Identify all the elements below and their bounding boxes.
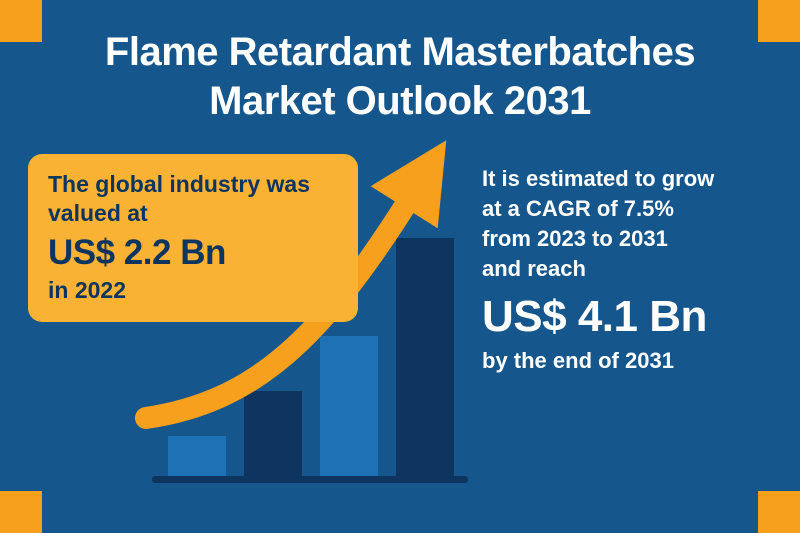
value-card-2022: The global industry was valued at US$ 2.…: [28, 154, 358, 323]
card-period-2022: in 2022: [48, 276, 126, 303]
chart-baseline: [152, 476, 468, 483]
growth-bar: [396, 238, 454, 476]
growth-bar: [244, 391, 302, 476]
growth-bar: [320, 336, 378, 476]
card-text-line: valued at: [48, 199, 148, 226]
market-value-2022: US$ 2.2 Bn: [48, 232, 226, 272]
corner-accent-top-right: [758, 0, 800, 42]
title-line-2: Market Outlook 2031: [209, 78, 591, 123]
growth-estimate: It is estimated to grow at a CAGR of 7.5…: [482, 164, 772, 376]
estimate-text-line: from 2023 to 2031: [482, 225, 668, 251]
estimate-text-line: at a CAGR of 7.5%: [482, 195, 674, 221]
corner-accent-bottom-left: [0, 491, 42, 533]
value-suffix-2031: by the end of 2031: [482, 348, 674, 374]
page-title: Flame Retardant Masterbatches Market Out…: [0, 28, 800, 126]
estimate-text-line: and reach: [482, 255, 586, 281]
growth-bar: [168, 436, 226, 476]
corner-accent-top-left: [0, 0, 42, 42]
corner-accent-bottom-right: [758, 491, 800, 533]
card-text-line: The global industry was: [48, 171, 310, 197]
market-value-2031: US$ 4.1 Bn: [482, 291, 707, 341]
estimate-text-line: It is estimated to grow: [482, 166, 715, 191]
title-line-1: Flame Retardant Masterbatches: [104, 30, 696, 74]
